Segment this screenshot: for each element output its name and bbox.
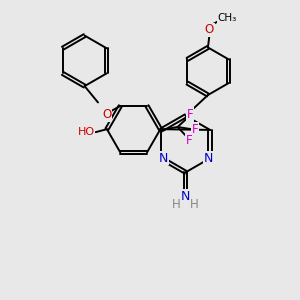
Text: H: H bbox=[172, 199, 181, 212]
Text: H: H bbox=[190, 199, 199, 212]
Text: O: O bbox=[102, 108, 112, 122]
Text: N: N bbox=[159, 152, 168, 165]
Text: N: N bbox=[203, 152, 213, 165]
Text: CH₃: CH₃ bbox=[218, 13, 237, 23]
Text: F: F bbox=[185, 134, 192, 147]
Text: O: O bbox=[205, 23, 214, 36]
Text: F: F bbox=[191, 123, 198, 136]
Text: HO: HO bbox=[77, 127, 95, 137]
Text: F: F bbox=[187, 108, 194, 121]
Text: N: N bbox=[181, 190, 190, 202]
